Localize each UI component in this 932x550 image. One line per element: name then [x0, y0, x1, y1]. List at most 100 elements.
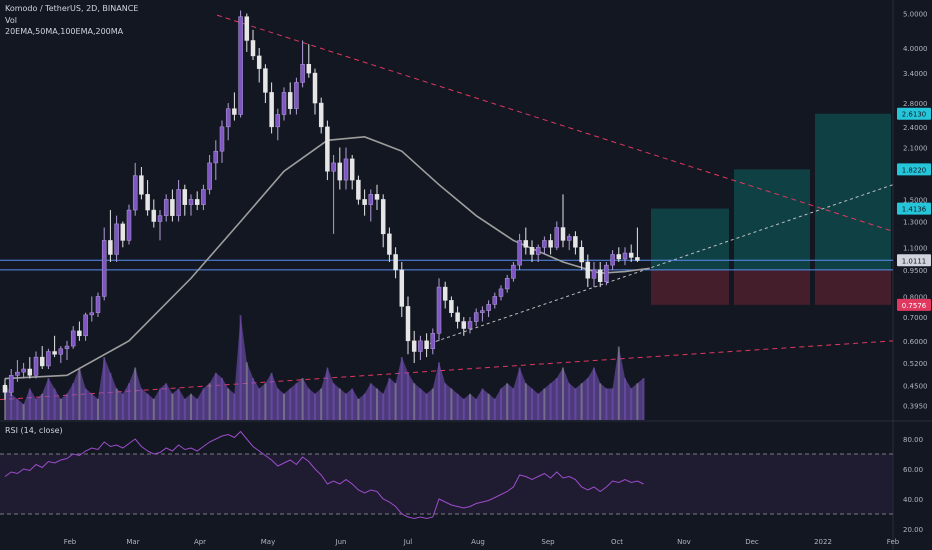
candle-body [70, 330, 76, 347]
time-tick-label: May [261, 538, 275, 546]
candle-body [170, 199, 175, 216]
candle-body [461, 321, 467, 329]
candle-body [542, 240, 547, 248]
candle-body [139, 175, 144, 195]
candle-body [424, 340, 429, 350]
vol-label[interactable]: Vol [5, 16, 17, 25]
candle-body [455, 312, 460, 322]
price-tag-bg [897, 202, 931, 215]
candle-body [132, 175, 138, 211]
rsi-tick-label: 20.00 [903, 526, 923, 534]
price-tick-label: 0.7000 [903, 314, 928, 322]
candle-body [52, 351, 57, 355]
candle-body [15, 371, 20, 376]
candle-body [498, 288, 504, 297]
candle-body [368, 194, 374, 205]
rsi-tick-label: 60.00 [903, 466, 923, 474]
candle-body [101, 240, 107, 297]
price-tick-label: 4.0000 [903, 45, 928, 53]
candle-body [548, 240, 553, 248]
candle-body [343, 158, 349, 181]
candle-body [337, 162, 343, 181]
candle-body [263, 68, 268, 93]
candle-body [436, 286, 442, 334]
price-tick-label: 2.8000 [903, 100, 928, 108]
candle-body [405, 306, 411, 342]
time-tick-label: Mar [126, 538, 139, 546]
rsi-tick-label: 40.00 [903, 496, 923, 504]
candle-body [486, 304, 491, 311]
stop-zone [651, 269, 729, 305]
candle-body [145, 194, 150, 211]
candle-body [579, 247, 584, 263]
ema-label[interactable]: 20EMA,50MA,100EMA,200MA [5, 27, 124, 36]
price-tick-label: 2.1000 [903, 144, 928, 152]
time-tick-label: Oct [611, 538, 623, 546]
candle-body [176, 189, 181, 216]
price-tag-bg [897, 298, 931, 311]
rsi-label[interactable]: RSI (14, close) [5, 426, 63, 435]
time-tick-label: Nov [677, 538, 691, 546]
time-axis[interactable]: Feb Mar Apr May Jun Jul Aug Sep Oct Nov Dec 2022 Feb [64, 538, 900, 546]
candle-body [213, 150, 219, 164]
time-tick-label: 2022 [814, 538, 832, 546]
rsi-line [4, 430, 644, 520]
price-tick-label: 3.4000 [903, 70, 928, 78]
candle-body [8, 375, 14, 393]
time-tick-label: Sep [541, 538, 555, 546]
upper-trendline [216, 14, 894, 232]
candle-body [294, 82, 299, 109]
candle-body [566, 236, 572, 241]
candle-body [126, 209, 132, 241]
rsi-band [0, 454, 893, 514]
candle-body [362, 199, 367, 205]
candle-body [418, 340, 423, 352]
candle-body [182, 189, 188, 205]
candle-body [628, 252, 634, 258]
candle-body [250, 40, 256, 57]
candle-body [511, 264, 516, 279]
candle-body [312, 72, 318, 104]
price-tag-label: 0.7576 [902, 302, 927, 310]
trendlines [0, 14, 894, 401]
price-tick-label: 0.3950 [903, 402, 928, 410]
candle-body [188, 199, 194, 205]
candle-body [349, 158, 355, 181]
candle-body [256, 55, 262, 69]
candle-body [473, 312, 479, 322]
candle-body [83, 314, 88, 337]
time-tick-label: Dec [745, 538, 759, 546]
volume-bars [4, 315, 645, 420]
candle-body [591, 269, 597, 279]
candle-body [269, 92, 274, 128]
candle-body [219, 126, 225, 152]
candle-body [238, 16, 243, 115]
price-tick-label: 2.4000 [903, 124, 928, 132]
candle-body [287, 92, 293, 109]
candle-body [610, 254, 615, 266]
time-tick-label: Aug [471, 538, 485, 546]
candle-body [120, 223, 126, 241]
candle-body [194, 199, 200, 205]
candle-body [33, 356, 39, 376]
time-tick-label: Feb [64, 538, 77, 546]
symbol-title[interactable]: Komodo / TetherUS, 2D, BINANCE [5, 4, 139, 13]
price-tags: 2.6130 1.8220 1.4136 1.0111 0.7576 [897, 107, 931, 311]
candle-body [573, 236, 578, 248]
candle-body [207, 162, 212, 190]
price-tag-bg [897, 254, 931, 267]
target-zone [651, 208, 729, 270]
candle-body [275, 114, 281, 128]
time-tick-label: Jul [403, 538, 413, 546]
candle-body [77, 330, 82, 337]
candle-body [201, 189, 206, 205]
position-zones [651, 113, 891, 305]
price-tick-label: 0.9500 [903, 267, 928, 275]
price-tag-label: 1.8220 [902, 166, 927, 174]
stop-zone [734, 269, 810, 305]
price-tag-label: 1.4136 [902, 206, 927, 214]
candle-body [393, 254, 398, 271]
candle-body [622, 252, 628, 260]
